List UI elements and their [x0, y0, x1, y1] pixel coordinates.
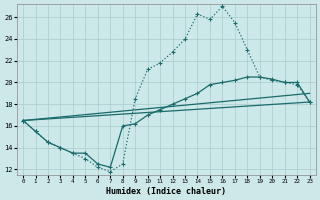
X-axis label: Humidex (Indice chaleur): Humidex (Indice chaleur) [106, 187, 226, 196]
